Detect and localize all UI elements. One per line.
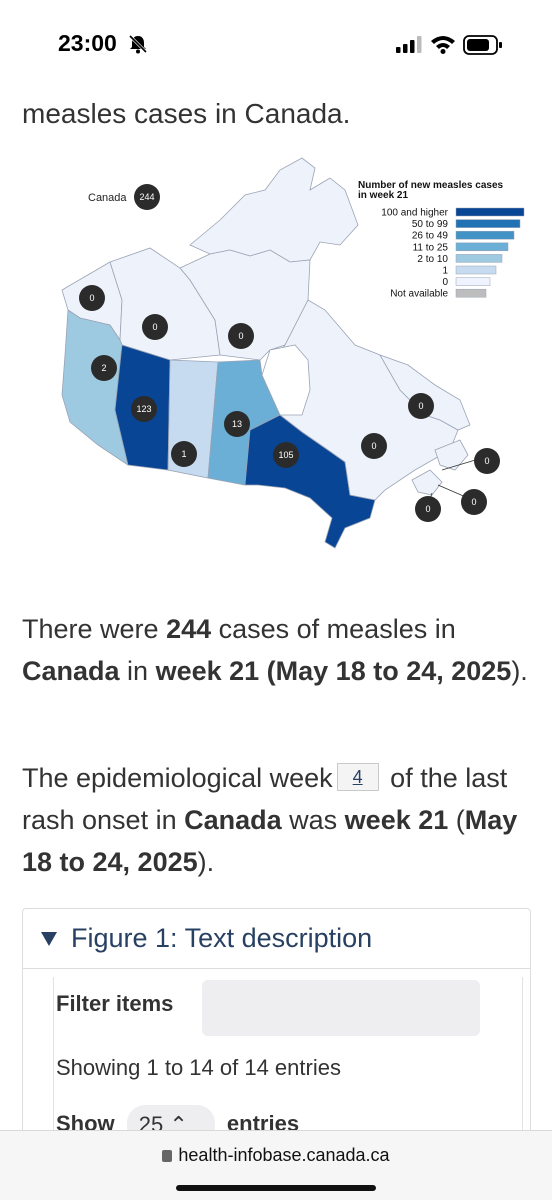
map-bubble-prince-edward-island [474,448,500,474]
disclosure-triangle-icon [41,931,57,946]
url-text: health-infobase.canada.ca [178,1145,390,1165]
browser-url-bar[interactable]: health-infobase.canada.ca [0,1130,552,1200]
map-bubble-count-newfoundland-and-labrador: 0 [418,401,423,411]
map-bubble-count-northwest-territories: 0 [152,322,157,332]
map-bubble-new-brunswick [415,496,441,522]
footnote-link[interactable]: 4 [336,763,379,791]
figure-text-description-toggle[interactable]: Figure 1: Text description [23,909,530,969]
map-bubble-nunavut [228,323,254,349]
legend-label-3: 11 to 25 [413,242,449,253]
figure-text-description-panel: Figure 1: Text description Filter items … [22,908,531,1200]
map-bubble-count-new-brunswick: 0 [425,504,430,514]
measles-map: Canada 244 0 0 0 2 123 1 13 105 0 0 0 0 0 Number of n… [40,150,540,560]
status-time: 23:00 [58,30,117,56]
legend-swatch-2 [455,230,515,240]
wifi-icon [431,36,455,54]
map-bubble-count-nunavut: 0 [238,331,243,341]
map-bubble-count-yukon: 0 [89,293,94,303]
battery-icon [463,35,502,55]
bell-muted-icon [128,34,148,54]
legend-label-6: 0 [442,277,448,288]
map-bubble-count-alberta: 123 [136,404,151,414]
map-bubble-ontario [273,442,299,468]
map-bubble-count-british-columbia: 2 [101,363,106,373]
legend-swatch-4 [455,254,503,263]
legend-label-1: 50 to 99 [412,219,449,230]
map-bubble-northwest-territories [142,314,168,340]
filter-items-label: Filter items [56,991,174,1016]
legend-title-line2: in week 21 [358,190,408,201]
legend-title-line1: Number of new measles cases [358,180,504,191]
canada-choropleth-map: Canada 244 0 0 0 2 123 1 13 105 0 0 0 0 0 Number of n… [61,157,525,549]
legend-label-2: 26 to 49 [412,231,449,242]
map-bubble-nova-scotia [461,489,487,515]
map-region-newfoundland-island [434,439,469,471]
legend-swatch-3 [455,242,509,252]
map-bubble-count-ontario: 105 [278,450,293,460]
map-bubble-yukon [79,285,105,311]
lock-icon [162,1150,173,1162]
map-bubble-quebec [361,433,387,459]
legend-label-5: 1 [442,266,448,277]
legend-label-4: 2 to 10 [417,254,448,265]
home-indicator[interactable] [176,1185,376,1191]
filter-items-input[interactable] [202,980,480,1036]
map-bubble-count-nova-scotia: 0 [471,497,476,507]
legend-swatch-5 [455,265,497,275]
map-bubble-alberta [131,396,157,422]
legend-label-7: Not available [390,289,448,300]
legend-swatch-0 [455,207,525,217]
status-bar: 23:00 [0,0,552,90]
map-bubble-count-manitoba: 13 [232,419,242,429]
data-table-container: Filter items Showing 1 to 14 of 14 entri… [53,977,523,1200]
map-bubble-british-columbia [91,355,117,381]
map-region-arctic-islands [189,157,359,263]
entries-count-text: Showing 1 to 14 of 14 entries [56,1055,341,1080]
map-bubble-count-quebec: 0 [371,441,376,451]
legend-swatch-1 [455,219,521,228]
rash-onset-paragraph: The epidemiological week 4 of the last ra… [22,763,518,877]
legend-label-0: 100 and higher [381,208,448,219]
map-canada-label: Canada [88,192,127,204]
map-bubble-canada [134,184,160,210]
url-display[interactable]: health-infobase.canada.ca [0,1145,552,1166]
map-bubble-count-saskatchewan: 1 [181,449,186,459]
legend-swatch-7 [455,288,487,298]
map-bubble-newfoundland-and-labrador [408,393,434,419]
map-bubble-saskatchewan [171,441,197,467]
map-bubble-count-canada: 244 [139,192,154,202]
cellular-signal-icon [396,36,422,53]
legend-swatch-6 [455,277,491,286]
map-bubble-count-prince-edward-island: 0 [484,456,489,466]
section-heading-fragment: measles cases in Canada. [22,98,351,129]
figure-text-description-label: Figure 1: Text description [71,923,373,953]
map-region-maritimes [411,469,443,496]
cases-summary-paragraph: There were 244 cases of measles in Canad… [22,614,528,686]
map-bubble-manitoba [224,411,250,437]
map-hudson-bay [261,344,311,416]
